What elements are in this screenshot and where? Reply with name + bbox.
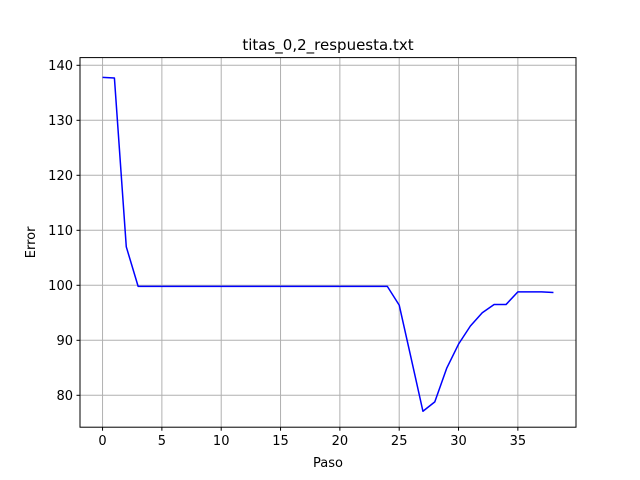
x-tick-label: 0 <box>98 434 106 449</box>
x-tick-label: 10 <box>213 434 230 449</box>
y-tick-label: 130 <box>48 114 73 129</box>
x-tick-label: 15 <box>272 434 289 449</box>
y-axis-label: Error <box>24 226 39 258</box>
x-tick-label: 25 <box>391 434 408 449</box>
axis-ticks: 0 5 10 15 20 25 30 35 80 90 100 110 120 130 140 <box>48 59 526 449</box>
y-tick-label: 120 <box>48 169 73 184</box>
y-tick-label: 140 <box>48 59 73 74</box>
x-tick-label: 30 <box>450 434 467 449</box>
y-tick-label: 100 <box>48 279 73 294</box>
x-tick-label: 5 <box>158 434 166 449</box>
plot-frame <box>79 57 577 428</box>
grid-lines <box>80 57 576 428</box>
series-line <box>102 76 554 412</box>
y-tick-label: 80 <box>56 389 73 404</box>
y-tick-label: 90 <box>56 334 73 349</box>
series-layer <box>102 76 554 412</box>
chart-title: titas_0,2_respuesta.txt <box>242 36 413 55</box>
x-tick-label: 20 <box>332 434 349 449</box>
y-tick-label: 110 <box>48 224 73 239</box>
x-axis-label: Paso <box>313 456 343 471</box>
x-tick-label: 35 <box>510 434 527 449</box>
